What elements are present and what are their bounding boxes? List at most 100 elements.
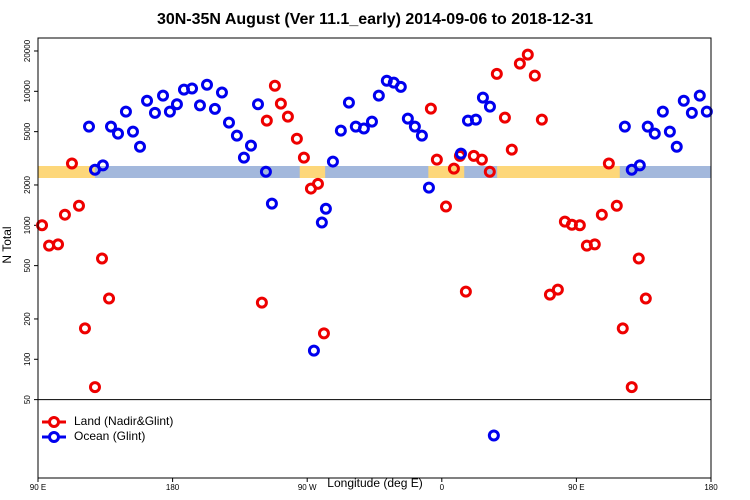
point — [104, 120, 117, 133]
point — [52, 238, 65, 251]
point — [588, 238, 601, 251]
y-tick-label: 20000 — [23, 39, 32, 62]
point — [119, 105, 132, 118]
chart-title: 30N-35N August (Ver 11.1_early) 2014-09-… — [157, 11, 593, 28]
point — [424, 102, 437, 115]
point — [260, 114, 273, 127]
point — [513, 57, 526, 70]
point — [326, 155, 339, 168]
point — [342, 96, 355, 109]
point — [334, 124, 347, 137]
point — [693, 89, 706, 102]
point — [483, 165, 496, 178]
point — [133, 140, 146, 153]
point — [311, 177, 324, 190]
point — [274, 97, 287, 110]
point — [535, 113, 548, 126]
point — [401, 112, 414, 125]
point — [656, 105, 669, 118]
point — [255, 296, 268, 309]
y-tick-label: 5000 — [23, 122, 32, 140]
point — [551, 283, 564, 296]
x-tick-label: 180 — [704, 483, 718, 492]
y-axis-label: N Total — [0, 226, 14, 263]
point — [96, 252, 109, 265]
point — [222, 116, 235, 129]
point — [315, 216, 328, 229]
point — [483, 100, 496, 113]
y-tick-label: 1000 — [23, 216, 32, 234]
point — [251, 98, 264, 111]
y-tick-label: 100 — [23, 352, 32, 366]
point — [372, 89, 385, 102]
point — [573, 219, 586, 232]
point — [633, 159, 646, 172]
point — [648, 127, 661, 140]
point — [528, 69, 541, 82]
point — [394, 80, 407, 93]
point — [610, 199, 623, 212]
y-tick-label: 500 — [23, 258, 32, 272]
point — [157, 89, 170, 102]
x-tick-label: 90 E — [568, 483, 584, 492]
point — [469, 113, 482, 126]
y-tick-label: 2000 — [23, 176, 32, 194]
point — [459, 285, 472, 298]
point — [186, 82, 199, 95]
point — [632, 252, 645, 265]
legend-label: Ocean (Glint) — [74, 429, 145, 443]
point — [307, 344, 320, 357]
y-tick-label: 50 — [23, 395, 32, 404]
point — [454, 147, 467, 160]
point — [595, 208, 608, 221]
point — [103, 292, 116, 305]
point — [700, 105, 713, 118]
point — [290, 132, 303, 145]
point — [215, 86, 228, 99]
point — [82, 120, 95, 133]
point — [430, 153, 443, 166]
point — [319, 202, 332, 215]
point — [625, 381, 638, 394]
point — [281, 110, 294, 123]
point — [475, 153, 488, 166]
point — [163, 105, 176, 118]
point — [639, 292, 652, 305]
point — [521, 48, 534, 61]
point — [317, 327, 330, 340]
point — [268, 79, 281, 92]
point — [602, 157, 615, 170]
point — [447, 162, 460, 175]
point — [65, 157, 78, 170]
point — [112, 127, 125, 140]
point — [237, 151, 250, 164]
point — [36, 219, 49, 232]
point — [170, 98, 183, 111]
legend-marker — [48, 431, 60, 443]
point — [78, 322, 91, 335]
point — [58, 208, 71, 221]
x-tick-label: 90 E — [30, 483, 46, 492]
point — [543, 288, 556, 301]
point — [487, 429, 500, 442]
x-tick-label: 90 W — [298, 483, 317, 492]
y-tick-label: 10000 — [23, 80, 32, 103]
point — [618, 120, 631, 133]
point — [439, 200, 452, 213]
legend-marker — [48, 416, 60, 428]
point — [408, 120, 421, 133]
point — [677, 94, 690, 107]
point — [259, 165, 272, 178]
point — [415, 129, 428, 142]
x-tick-label: 0 — [440, 483, 445, 492]
legend-label: Land (Nadir&Glint) — [74, 414, 173, 428]
point — [141, 94, 154, 107]
point — [265, 197, 278, 210]
point — [297, 151, 310, 164]
point — [685, 106, 698, 119]
point — [200, 78, 213, 91]
point — [126, 125, 139, 138]
point — [88, 381, 101, 394]
point — [244, 139, 257, 152]
